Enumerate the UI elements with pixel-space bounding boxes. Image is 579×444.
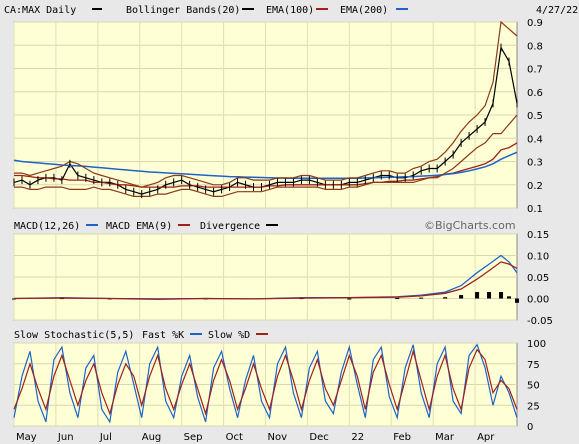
stoch-series [13, 343, 518, 424]
x-tick-label: May [16, 432, 37, 443]
stoch-y-tick: 75 [527, 360, 540, 371]
legend-ema100: EMA(100) [266, 5, 314, 16]
series-lower-band [14, 114, 518, 197]
macd-y-tick: 0.00 [527, 295, 549, 306]
price-y-tick: 0.1 [527, 204, 543, 215]
x-tick-label: Sep [184, 432, 203, 443]
x-tick-label: Dec [309, 432, 328, 443]
stoch-legend: Slow Stochastic(5,5) Fast %K Slow %D [14, 330, 268, 341]
price-y-tick: 0.6 [527, 88, 543, 99]
x-tick-label: Nov [268, 432, 288, 443]
series-upper-band [14, 20, 518, 188]
legend-slow-d: Slow %D [208, 330, 250, 341]
macd-y-tick: 0.15 [527, 230, 549, 241]
series-macd-ema-9- [13, 261, 518, 300]
x-tick-label: 22 [351, 432, 364, 443]
legend-macd: MACD(12,26) [14, 221, 80, 232]
price-y-tick: 0.9 [527, 18, 543, 29]
legend-macd-ema: MACD EMA(9) [106, 221, 172, 232]
macd-panel: 0.15 0.10 0.05 0.00 -0.05 [12, 230, 553, 327]
legend-stochastic: Slow Stochastic(5,5) [14, 330, 134, 341]
price-series [13, 20, 518, 199]
divergence-bar [507, 296, 512, 299]
legend-bollinger: Bollinger Bands(20) [126, 5, 240, 16]
stoch-y-tick: 25 [527, 401, 540, 412]
price-grid [13, 21, 517, 209]
price-y-tick: 0.7 [527, 65, 543, 76]
stoch-y-tick: 100 [527, 339, 546, 350]
chart-date: 4/27/22 [536, 5, 578, 16]
x-tick-label: Oct [226, 432, 243, 443]
macd-y-tick: 0.05 [527, 273, 549, 284]
price-y-tick: 0.3 [527, 158, 543, 169]
series-ema-200- [13, 151, 518, 179]
x-tick-label: Aug [142, 432, 162, 443]
divergence-bar [395, 298, 400, 300]
stoch-grid [13, 342, 517, 427]
x-tick-label: Apr [477, 432, 495, 443]
legend-divergence: Divergence [200, 221, 260, 232]
legend-fast-k: Fast %K [142, 330, 184, 341]
legend-ema200: EMA(200) [340, 5, 388, 16]
divergence-bar [499, 292, 504, 299]
series-slow-d [13, 348, 518, 416]
macd-series [12, 254, 519, 303]
macd-legend: MACD(12,26) MACD EMA(9) Divergence ©BigC… [14, 219, 516, 232]
divergence-bar [443, 297, 448, 299]
divergence-bar [475, 292, 480, 299]
stoch-y-tick: 0 [527, 422, 533, 433]
divergence-bar [347, 298, 352, 300]
divergence-bar [515, 298, 519, 303]
stoch-y-axis: 100 75 50 25 0 [527, 339, 546, 433]
divergence-bar [12, 298, 16, 300]
x-tick-label: Jul [99, 432, 112, 443]
x-tick-label: Mar [435, 432, 455, 443]
price-y-tick: 0.8 [527, 41, 543, 52]
x-tick-label: Feb [393, 432, 411, 443]
stoch-panel: 100 75 50 25 0 [13, 339, 546, 433]
stoch-y-tick: 50 [527, 381, 540, 392]
price-legend: CA:MAX Daily Bollinger Bands(20) EMA(100… [4, 5, 578, 16]
divergence-bar [487, 292, 492, 299]
price-y-tick: 0.4 [527, 134, 543, 145]
macd-y-tick: 0.10 [527, 252, 549, 263]
x-tick-label: Jun [57, 432, 74, 443]
x-axis: May Jun Jul Aug Sep Oct Nov Dec 22 Feb Mar Apr [16, 432, 495, 443]
watermark: ©BigCharts.com [424, 219, 516, 232]
divergence-bar [459, 295, 464, 299]
divergence-bar [419, 297, 424, 299]
price-y-axis: 0.9 0.8 0.7 0.6 0.5 0.4 0.3 0.2 0.1 [527, 18, 543, 215]
price-y-tick: 0.2 [527, 181, 543, 192]
legend-symbol: CA:MAX Daily [4, 5, 76, 16]
macd-y-tick: -0.05 [527, 316, 553, 327]
macd-y-axis: 0.15 0.10 0.05 0.00 -0.05 [527, 230, 553, 327]
price-panel: 0.9 0.8 0.7 0.6 0.5 0.4 0.3 0.2 0.1 [13, 18, 543, 215]
price-y-tick: 0.5 [527, 111, 543, 122]
